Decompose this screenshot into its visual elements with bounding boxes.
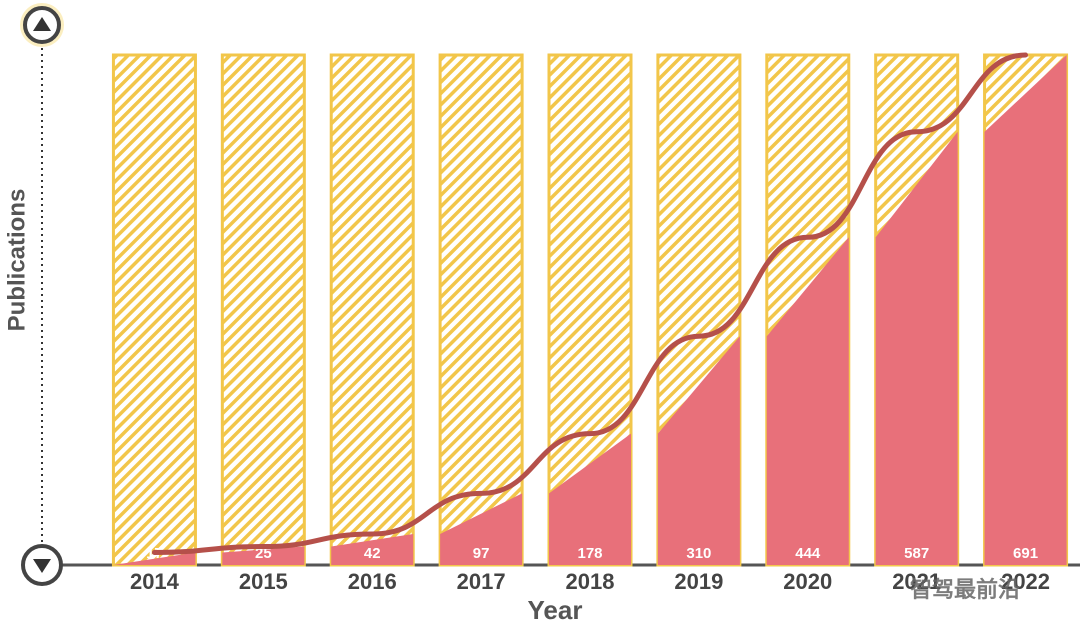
x-axis-label: Year bbox=[528, 595, 583, 625]
value-label: 178 bbox=[577, 545, 602, 562]
x-tick-label: 2018 bbox=[566, 569, 615, 594]
value-label: 691 bbox=[1013, 545, 1038, 562]
trend-line bbox=[151, 52, 1029, 555]
bar bbox=[984, 55, 1067, 565]
value-label: 25 bbox=[255, 545, 272, 562]
down-button bbox=[21, 544, 63, 586]
x-tick-label: 2016 bbox=[348, 569, 397, 594]
value-label: 444 bbox=[795, 545, 821, 562]
bar bbox=[766, 237, 849, 565]
x-tick-label: 2015 bbox=[239, 569, 288, 594]
x-tick-label: 2020 bbox=[783, 569, 832, 594]
bar-frame bbox=[329, 53, 415, 567]
x-tick-label: 2017 bbox=[457, 569, 506, 594]
bar bbox=[440, 493, 523, 565]
value-label: 587 bbox=[904, 545, 929, 562]
value-label: 97 bbox=[473, 545, 490, 562]
x-tick-label: 2021 bbox=[892, 569, 941, 594]
value-label: 310 bbox=[686, 545, 711, 562]
bar-frame bbox=[111, 53, 197, 567]
bar bbox=[875, 131, 958, 566]
up-button bbox=[20, 3, 64, 47]
y-axis-label: Publications bbox=[3, 189, 30, 332]
x-tick-label: 2019 bbox=[674, 569, 723, 594]
value-label: 42 bbox=[364, 545, 381, 562]
bar bbox=[657, 336, 740, 565]
watermark: 智驾最前沿 bbox=[910, 577, 1020, 602]
x-tick-label: 2014 bbox=[130, 569, 180, 594]
bar bbox=[549, 433, 631, 565]
bar bbox=[331, 534, 414, 565]
bar bbox=[113, 552, 196, 565]
bar bbox=[222, 546, 305, 565]
bar-frame bbox=[220, 53, 306, 567]
bars: 1720142520154220169720171782018310201944… bbox=[111, 52, 1069, 594]
x-tick-label: 2022 bbox=[1001, 569, 1050, 594]
